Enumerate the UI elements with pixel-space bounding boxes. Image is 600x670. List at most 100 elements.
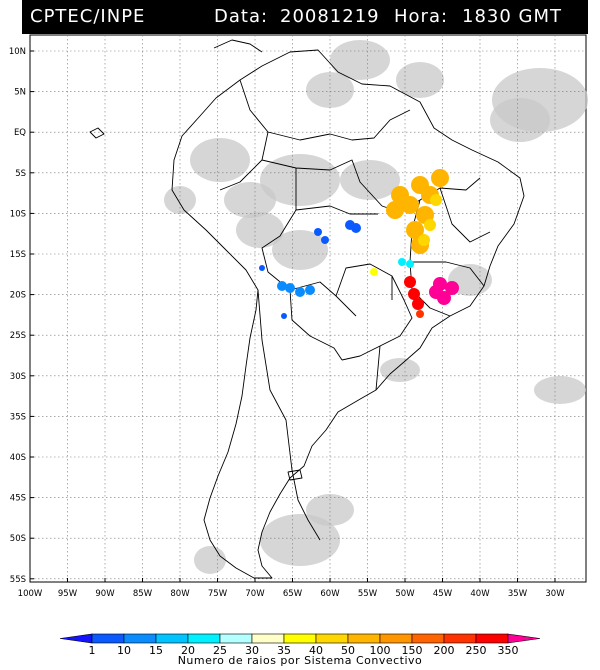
legend-title: Numero de raios por Sistema Convectivo (177, 654, 423, 667)
legend-tick-label: 10 (117, 644, 131, 657)
cloud-patch (330, 40, 390, 80)
legend-tick-label: 150 (402, 644, 423, 657)
legend-swatch (443, 633, 477, 644)
map-header: CPTEC/INPE Data: 20081219 Hora: 1830 GMT (22, 0, 588, 34)
lightning-cluster (305, 285, 315, 295)
lon-tick-label: 30W (545, 589, 565, 599)
lon-tick-label: 60W (320, 589, 340, 599)
lightning-cluster (406, 260, 414, 268)
legend-swatch (155, 633, 189, 644)
lat-tick-label: EQ (14, 128, 26, 138)
legend-swatch (411, 633, 445, 644)
cloud-patch (340, 160, 400, 200)
cloud-patch (306, 494, 354, 526)
lon-tick-label: 45W (433, 589, 453, 599)
lat-tick-label: 5S (15, 169, 26, 179)
lat-tick-label: 10N (9, 47, 26, 57)
date-label: Data: (214, 6, 269, 27)
lightning-cluster (386, 201, 404, 219)
lightning-cluster (391, 186, 409, 204)
legend-tick-label: 1 (89, 644, 96, 657)
cloud-patch (396, 62, 444, 98)
lightning-clusters (259, 169, 459, 319)
source-label: CPTEC/INPE (30, 6, 146, 27)
lat-tick-label: 25S (10, 331, 26, 341)
lon-tick-label: 75W (208, 589, 228, 599)
country-borders (219, 79, 413, 541)
lightning-cluster (259, 265, 265, 271)
galapagos (89, 127, 105, 139)
cloud-patch (260, 154, 340, 206)
legend-tick-label: 30 (245, 644, 259, 657)
lightning-cluster (416, 310, 424, 318)
lon-tick-label: 90W (95, 589, 115, 599)
lon-tick-label: 80W (170, 589, 190, 599)
time-value: 1830 GMT (462, 6, 563, 27)
cloud-patch (260, 514, 340, 566)
lightning-cluster (398, 258, 406, 266)
caribbean-outline (213, 39, 263, 53)
lightning-cluster (295, 287, 305, 297)
legend-tick-label: 25 (213, 644, 227, 657)
lightning-cluster (430, 194, 442, 206)
legend-swatch (123, 633, 157, 644)
lon-tick-label: 35W (508, 589, 528, 599)
cloud-patch (236, 212, 284, 248)
cloud-patch (272, 230, 328, 270)
lat-tick-label: 20S (10, 291, 26, 301)
lightning-cluster (314, 228, 322, 236)
lat-tick-label: 30S (10, 372, 26, 382)
legend-swatch (315, 633, 349, 644)
falkland-islands (287, 469, 303, 481)
legend-swatch (251, 633, 285, 644)
lightning-cluster (285, 283, 295, 293)
lon-tick-label: 95W (58, 589, 78, 599)
legend-tick-label: 15 (149, 644, 163, 657)
legend-tick-label: 40 (309, 644, 323, 657)
lat-tick-label: 15S (10, 250, 26, 260)
lightning-cluster (406, 221, 424, 239)
lightning-cluster (437, 291, 451, 305)
legend-tick-label: 20 (181, 644, 195, 657)
lat-tick-label: 45S (10, 494, 26, 504)
lightning-cluster (408, 288, 420, 300)
cloud-cover (164, 40, 588, 574)
lat-tick-label: 55S (10, 575, 26, 585)
cloud-patch (490, 98, 550, 142)
lightning-cluster (351, 223, 361, 233)
legend-swatch (379, 633, 413, 644)
legend-swatch (347, 633, 381, 644)
legend-swatch (219, 633, 253, 644)
legend-swatch (59, 633, 93, 644)
coastlines-and-borders (89, 39, 525, 579)
lat-tick-label: 40S (10, 453, 26, 463)
legend-tick-label: 250 (466, 644, 487, 657)
lon-tick-label: 65W (283, 589, 303, 599)
legend-swatch (187, 633, 221, 644)
lightning-cluster (370, 268, 378, 276)
lightning-cluster (321, 236, 329, 244)
lightning-cluster (433, 277, 447, 291)
legend-swatch (91, 633, 125, 644)
lightning-cluster (445, 281, 459, 295)
lat-tick-label: 35S (10, 412, 26, 422)
time-label: Hora: (394, 6, 449, 27)
lat-tick-label: 5N (14, 88, 26, 98)
lon-tick-label: 40W (470, 589, 490, 599)
legend-tick-label: 35 (277, 644, 291, 657)
lightning-cluster (412, 298, 424, 310)
lon-tick-label: 50W (395, 589, 415, 599)
lightning-cluster (431, 169, 449, 187)
cloud-patch (194, 546, 226, 574)
graticule (30, 35, 586, 582)
date-value: 20081219 (280, 6, 380, 27)
lightning-cluster (424, 219, 436, 231)
cloud-patch (534, 376, 586, 404)
lightning-cluster (277, 281, 287, 291)
axis-ticks: 10N 5N EQ 5S 10S 15S 20S 25S 30S 35S 40S 45S 50S 55S 1… (9, 47, 565, 599)
legend-tick-label: 350 (498, 644, 519, 657)
lon-tick-label: 85W (133, 589, 153, 599)
legend-swatch (283, 633, 317, 644)
legend-tick-label: 50 (341, 644, 355, 657)
